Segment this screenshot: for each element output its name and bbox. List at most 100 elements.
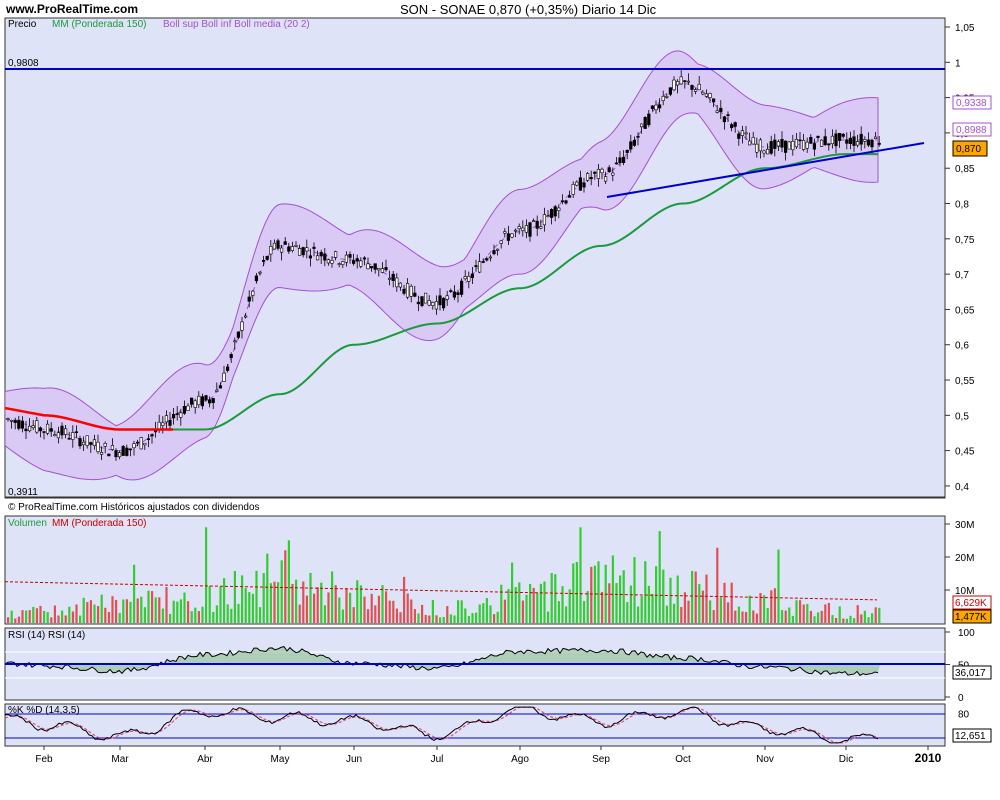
volume-bar bbox=[61, 610, 64, 623]
candle bbox=[765, 143, 770, 155]
rsi-tick-label: 100 bbox=[958, 628, 975, 639]
candle bbox=[100, 446, 104, 461]
volume-bar bbox=[428, 615, 431, 623]
candle bbox=[477, 253, 482, 274]
candle bbox=[42, 430, 46, 440]
volume-bar bbox=[644, 561, 647, 623]
candle bbox=[17, 415, 21, 431]
volume-bar bbox=[125, 599, 128, 623]
candle bbox=[524, 219, 528, 239]
candle bbox=[197, 391, 201, 409]
candle bbox=[373, 263, 377, 274]
volume-bar bbox=[838, 606, 841, 623]
volume-bar bbox=[673, 603, 676, 623]
volume-bar bbox=[269, 583, 272, 623]
candle bbox=[297, 244, 302, 256]
volume-bar bbox=[140, 596, 143, 623]
volume-bar bbox=[302, 581, 305, 623]
candle bbox=[283, 237, 287, 245]
candle bbox=[110, 438, 114, 451]
volume-bar bbox=[730, 582, 733, 623]
candle bbox=[549, 208, 554, 225]
candle bbox=[470, 267, 475, 285]
candle bbox=[434, 295, 439, 315]
candle bbox=[668, 87, 672, 97]
volume-bar bbox=[21, 610, 24, 623]
candle bbox=[128, 448, 133, 457]
volume-bar bbox=[709, 600, 712, 623]
candle bbox=[121, 444, 125, 456]
candle bbox=[539, 219, 543, 230]
candle bbox=[341, 260, 345, 269]
volume-bar bbox=[201, 606, 204, 623]
candle bbox=[672, 76, 676, 92]
candle bbox=[463, 270, 467, 281]
candle bbox=[866, 132, 870, 148]
volume-bar bbox=[503, 599, 506, 623]
candle bbox=[369, 266, 374, 272]
stochastic-value-tag: 12,651 bbox=[955, 731, 986, 742]
volume-bar bbox=[255, 570, 258, 623]
volume-bar bbox=[557, 601, 560, 623]
volume-bar bbox=[32, 606, 35, 623]
volume-bar bbox=[597, 561, 600, 623]
candle bbox=[737, 131, 741, 146]
volume-bar bbox=[82, 597, 85, 623]
bollinger-band bbox=[5, 50, 879, 481]
candle bbox=[279, 245, 284, 261]
rsi-tick-label: 0 bbox=[958, 693, 964, 704]
candle bbox=[247, 290, 251, 308]
legend-ma: MM (Ponderada 150) bbox=[52, 19, 147, 30]
x-tick-label: Dic bbox=[839, 754, 853, 765]
price-tick-label: 1,05 bbox=[955, 23, 975, 34]
volume-bar bbox=[97, 606, 100, 623]
volume-bar bbox=[413, 609, 416, 623]
volume-bar bbox=[399, 612, 402, 623]
x-tick-label: Jun bbox=[346, 754, 362, 765]
volume-bar bbox=[539, 583, 542, 623]
volume-bar bbox=[345, 588, 348, 623]
volume-tag: 1,477K bbox=[955, 612, 987, 623]
volume-bar bbox=[518, 582, 521, 623]
volume-bar bbox=[187, 601, 190, 623]
candle bbox=[647, 109, 651, 128]
volume-bar bbox=[791, 615, 794, 623]
volume-bar bbox=[161, 608, 164, 623]
candle bbox=[809, 134, 813, 145]
candle bbox=[78, 435, 82, 449]
candle bbox=[409, 284, 413, 303]
candle bbox=[45, 420, 50, 436]
volume-bar bbox=[71, 611, 74, 623]
candle bbox=[82, 436, 86, 451]
candle bbox=[819, 139, 824, 147]
candle bbox=[704, 89, 708, 98]
volume-bar bbox=[266, 553, 269, 623]
candle bbox=[557, 204, 561, 219]
volume-bar bbox=[741, 611, 744, 623]
candle bbox=[513, 228, 518, 238]
candle bbox=[254, 272, 259, 284]
candle bbox=[244, 313, 248, 319]
volume-bar bbox=[111, 596, 114, 623]
candle bbox=[416, 295, 421, 312]
volume-bar bbox=[579, 527, 582, 623]
candle bbox=[139, 436, 143, 450]
volume-bar bbox=[842, 618, 845, 623]
volume-bar bbox=[53, 605, 56, 623]
volume-bar bbox=[129, 601, 132, 623]
volume-bar bbox=[766, 607, 769, 623]
candle bbox=[330, 256, 334, 268]
volume-bar bbox=[647, 585, 650, 623]
price-tick-label: 0,8 bbox=[955, 200, 969, 211]
legend-precio: Precio bbox=[8, 19, 37, 30]
volume-bar bbox=[845, 618, 848, 623]
candle bbox=[488, 254, 493, 262]
candle bbox=[837, 133, 842, 148]
candle bbox=[776, 139, 780, 152]
site-name: www.ProRealTime.com bbox=[6, 2, 139, 16]
volume-bar bbox=[575, 561, 578, 623]
candle bbox=[755, 137, 759, 158]
volume-bar bbox=[338, 597, 341, 623]
candle bbox=[107, 453, 111, 457]
volume-bar bbox=[395, 608, 398, 623]
